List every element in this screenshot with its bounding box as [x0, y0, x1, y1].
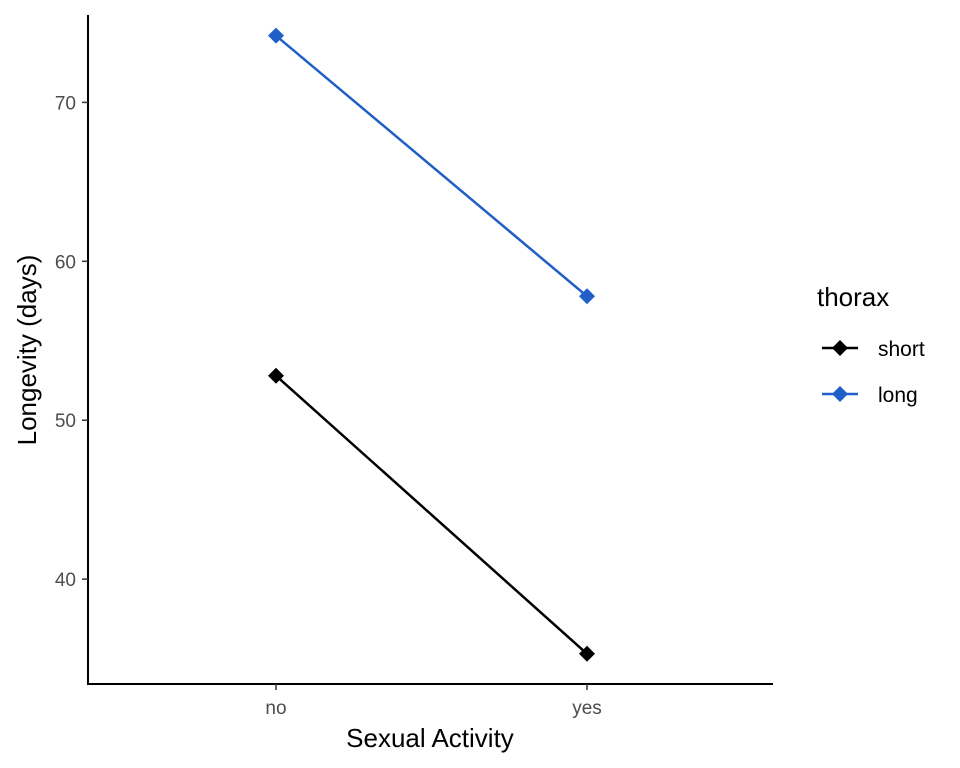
legend: thorax short long	[817, 282, 925, 407]
legend-title: thorax	[817, 282, 889, 312]
series-line-short	[275, 374, 588, 655]
data-point-short-yes	[579, 645, 595, 662]
y-axis-ticks: 40 50 60 70	[55, 93, 88, 591]
plot-marks	[268, 27, 595, 662]
legend-key-marker-short	[832, 340, 848, 356]
data-point-long-no	[268, 27, 284, 44]
x-axis-ticks: no yes	[265, 684, 602, 719]
legend-key-marker-long	[832, 386, 848, 402]
x-axis-title: Sexual Activity	[346, 723, 514, 753]
y-tick-label: 40	[55, 570, 76, 591]
legend-label-short: short	[878, 338, 925, 361]
x-tick-label: yes	[572, 698, 602, 719]
legend-label-long: long	[878, 384, 918, 407]
x-tick-label: no	[265, 698, 286, 719]
y-tick-label: 70	[55, 93, 76, 114]
y-tick-label: 60	[55, 252, 76, 273]
y-axis-title: Longevity (days)	[12, 255, 42, 446]
y-tick-label: 50	[55, 411, 76, 432]
series-line-long	[275, 34, 588, 298]
data-point-long-yes	[579, 288, 595, 305]
data-point-short-no	[268, 367, 284, 384]
